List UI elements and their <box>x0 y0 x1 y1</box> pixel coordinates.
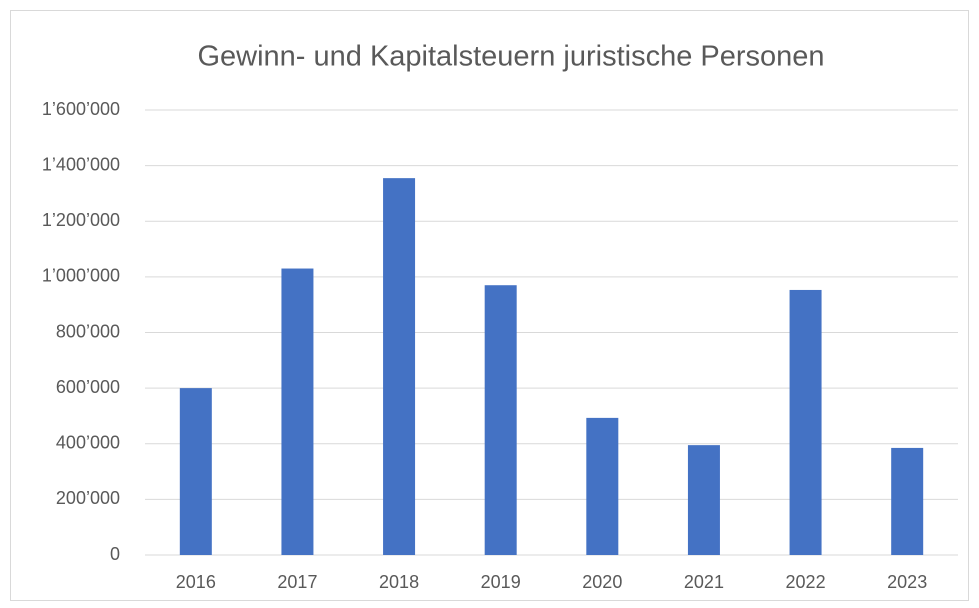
x-tick-label: 2022 <box>786 572 826 592</box>
x-tick-label: 2018 <box>379 572 419 592</box>
x-tick-label: 2023 <box>887 572 927 592</box>
y-tick-label: 1’400’000 <box>42 154 120 174</box>
y-tick-label: 800’000 <box>56 321 120 341</box>
x-tick-label: 2017 <box>277 572 317 592</box>
y-tick-label: 0 <box>110 544 120 564</box>
bar <box>383 178 416 555</box>
chart-title: Gewinn- und Kapitalsteuern juristische P… <box>197 41 824 73</box>
bar <box>586 417 619 555</box>
y-tick-label: 400’000 <box>56 433 120 453</box>
y-tick-label: 1’000’000 <box>42 266 120 286</box>
x-tick-label: 2021 <box>684 572 724 592</box>
x-tick-label: 2020 <box>582 572 622 592</box>
y-tick-label: 600’000 <box>56 377 120 397</box>
y-tick-label: 200’000 <box>56 488 120 508</box>
bar <box>179 388 212 555</box>
bar <box>687 445 720 555</box>
bar <box>281 268 314 555</box>
bar <box>484 285 517 555</box>
x-tick-label: 2016 <box>176 572 216 592</box>
bar <box>891 447 924 555</box>
y-tick-label: 1’200’000 <box>42 210 120 230</box>
bar <box>789 289 822 555</box>
x-tick-label: 2019 <box>481 572 521 592</box>
y-tick-label: 1’600’000 <box>42 99 120 119</box>
